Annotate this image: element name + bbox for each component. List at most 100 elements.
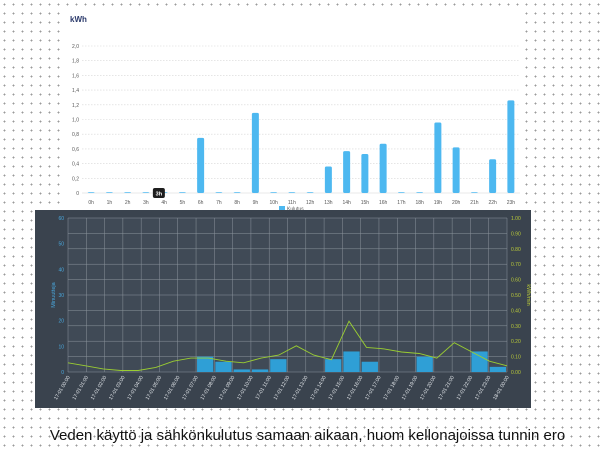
- right-axis-title: kWh/min: [525, 284, 531, 305]
- electricity-chart: kWh 0 0,2 0,4 0,6 0,8 1,0 1,2 1,4 1,6 1,8 2,0 0h 1h 2h…: [70, 15, 520, 213]
- y-tick-label: 1,4: [72, 88, 79, 94]
- x-tick-label: 13h: [324, 200, 333, 206]
- left-y-tick-label: 10: [58, 344, 64, 350]
- bar-20h: [452, 147, 460, 193]
- legend-label: Kulutus: [287, 207, 304, 213]
- x-tick-label: 11h: [288, 200, 296, 206]
- water-bar-22: [471, 351, 488, 372]
- x-tick-label: 8h: [234, 200, 240, 206]
- water-bar-10: [251, 369, 269, 372]
- right-y-tick-label: 0.90: [511, 231, 521, 237]
- x-tick-label: 17-01 06:00: [163, 375, 182, 401]
- water-bar-9: [233, 369, 250, 372]
- caption: Veden käyttö ja sähkönkulutus samaan aik…: [49, 427, 566, 444]
- bar-1h: [105, 192, 113, 193]
- water-bar-7: [197, 356, 214, 372]
- right-y-tick-label: 0.40: [511, 308, 521, 314]
- bar-0h: [87, 192, 95, 193]
- x-tick-label: 20h: [452, 200, 461, 206]
- left-y-tick-label: 50: [58, 242, 64, 248]
- water-bar-15: [343, 351, 360, 372]
- right-y-tick-label: 0.80: [511, 247, 521, 253]
- right-y-tick-label: 0.30: [511, 324, 521, 330]
- water-chart-panel: 0.00 0.10 0.20 0.30 0.40 0.50 0.60 0.70 0.80 0.90…: [35, 210, 531, 408]
- x-tick-label: 9h: [253, 200, 259, 206]
- x-tick-label: 17-01 21:00: [437, 375, 456, 401]
- x-tick-label: 17-01 05:00: [145, 375, 164, 401]
- bar-21h: [470, 192, 478, 193]
- x-tick-label: 4h: [161, 200, 167, 206]
- x-tick-label: 17-01 00:00: [53, 375, 72, 401]
- bar-10h: [270, 192, 278, 193]
- x-tick-label: 23h: [507, 200, 516, 206]
- y-tick-label: 0: [76, 191, 79, 197]
- left-y-tick-label: 30: [58, 293, 64, 299]
- x-tick-label: 7h: [216, 200, 222, 206]
- bar-14h: [343, 151, 351, 193]
- bar-5h: [178, 192, 186, 193]
- water-bar-16: [361, 361, 378, 372]
- x-tick-label: 1h: [107, 200, 113, 206]
- bar-13h: [324, 166, 332, 193]
- y-tick-label: 1,6: [72, 73, 79, 79]
- bar-7h: [215, 192, 223, 193]
- left-y-tick-label: 0: [61, 370, 64, 376]
- x-tick-label: 19h: [434, 200, 443, 206]
- x-tick-label: 21h: [470, 200, 479, 206]
- x-tick-label: 17-01 04:00: [126, 375, 145, 401]
- right-y-tick-label: 0.50: [511, 293, 521, 299]
- x-tick-label: 17-01 02:00: [90, 375, 109, 401]
- x-tick-label: 22h: [488, 200, 497, 206]
- kwh-line: [67, 320, 508, 371]
- bar-11h: [288, 192, 296, 193]
- y-tick-label: 0,8: [72, 132, 79, 138]
- bar-23h: [507, 100, 515, 193]
- x-tick-label: 17-01 20:00: [419, 375, 438, 401]
- y-tick-label: 1,8: [72, 59, 79, 65]
- electricity-chart-panel: kWh 0 0,2 0,4 0,6 0,8 1,0 1,2 1,4 1,6 1,8 2,0 0h 1h 2h…: [62, 8, 522, 213]
- y-tick-label: 1,2: [72, 103, 79, 109]
- x-tick-label: 14h: [342, 200, 351, 206]
- x-tick-label: 17-01 08:00: [200, 375, 219, 401]
- right-y-tick-label: 1.00: [511, 216, 521, 222]
- x-tick-label: 17-01 15:00: [328, 375, 347, 401]
- x-tick-label: 17h: [397, 200, 406, 206]
- right-y-tick-label: 0.10: [511, 355, 521, 361]
- x-tick-label: 18h: [415, 200, 424, 206]
- x-tick-label: 17-01 22:00: [456, 375, 475, 401]
- water-chart: 0.00 0.10 0.20 0.30 0.40 0.50 0.60 0.70 0.80 0.90…: [51, 216, 531, 401]
- x-tick-label: 17-01 11:00: [255, 375, 273, 401]
- tooltip-label: 3h: [156, 192, 163, 198]
- left-axis-title: Minuutteja: [51, 281, 57, 307]
- left-y-tick-label: 60: [58, 216, 64, 222]
- x-tick-label: 17-01 07:00: [181, 375, 200, 401]
- x-tick-label: 18-01 00:00: [492, 375, 511, 401]
- bar-6h: [197, 137, 205, 193]
- y-tick-label: 0,2: [72, 176, 79, 182]
- bar-3h: [142, 192, 150, 193]
- x-tick-label: 17-01 12:00: [273, 375, 292, 401]
- y-axis-title: kWh: [70, 15, 87, 24]
- bar-9h: [251, 112, 259, 193]
- x-tick-label: 17-01 16:00: [346, 375, 365, 401]
- x-tick-label: 5h: [180, 200, 186, 206]
- x-tick-label: 12h: [306, 200, 315, 206]
- bar-17h: [397, 192, 405, 193]
- left-y-tick-label: 40: [58, 267, 64, 273]
- x-tick-label: 17-01 23:00: [474, 375, 493, 401]
- x-tick-label: 3h: [143, 200, 149, 206]
- y-tick-label: 0,4: [72, 162, 79, 168]
- water-bar-11: [270, 359, 287, 372]
- right-y-tick-label: 0.70: [511, 262, 521, 268]
- tooltip-box: [152, 188, 165, 198]
- water-bar-19: [416, 356, 433, 372]
- x-tick-label: 17-01 01:00: [71, 375, 90, 401]
- y-tick-label: 2,0: [72, 44, 79, 50]
- x-tick-label: 10h: [269, 200, 278, 206]
- right-y-tick-label: 0.20: [511, 339, 521, 345]
- y-tick-label: 1,0: [72, 118, 79, 124]
- water-bar-8: [215, 361, 232, 372]
- x-tick-label: 6h: [198, 200, 204, 206]
- x-tick-label: 0h: [88, 200, 94, 206]
- x-tick-label: 17-01 18:00: [382, 375, 401, 401]
